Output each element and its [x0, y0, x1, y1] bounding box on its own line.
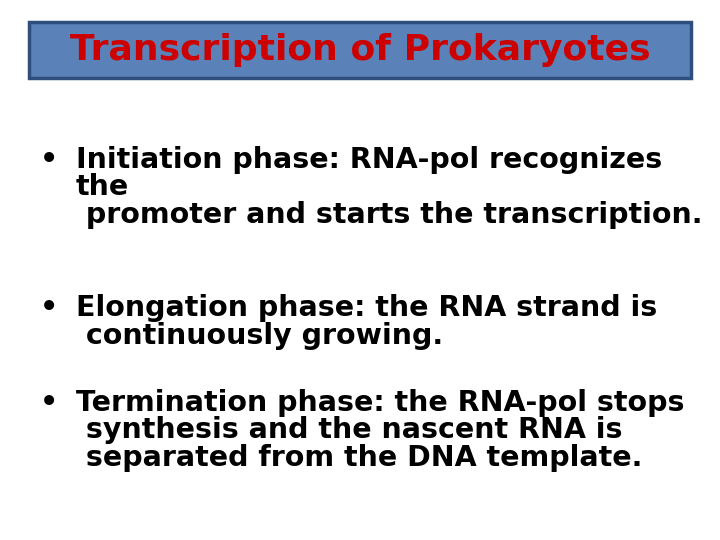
Text: synthesis and the nascent RNA is: synthesis and the nascent RNA is	[76, 416, 622, 444]
Text: •: •	[40, 294, 58, 322]
Text: continuously growing.: continuously growing.	[76, 322, 443, 350]
Text: the: the	[76, 173, 129, 201]
Text: •: •	[40, 146, 58, 174]
Text: promoter and starts the transcription.: promoter and starts the transcription.	[76, 201, 702, 229]
Text: Initiation phase: RNA-pol recognizes: Initiation phase: RNA-pol recognizes	[76, 146, 662, 174]
Text: separated from the DNA template.: separated from the DNA template.	[76, 444, 642, 472]
Text: Termination phase: the RNA-pol stops: Termination phase: the RNA-pol stops	[76, 389, 684, 417]
Text: Elongation phase: the RNA strand is: Elongation phase: the RNA strand is	[76, 294, 657, 322]
Text: •: •	[40, 389, 58, 417]
Text: Transcription of Prokaryotes: Transcription of Prokaryotes	[70, 33, 650, 67]
FancyBboxPatch shape	[29, 22, 691, 78]
